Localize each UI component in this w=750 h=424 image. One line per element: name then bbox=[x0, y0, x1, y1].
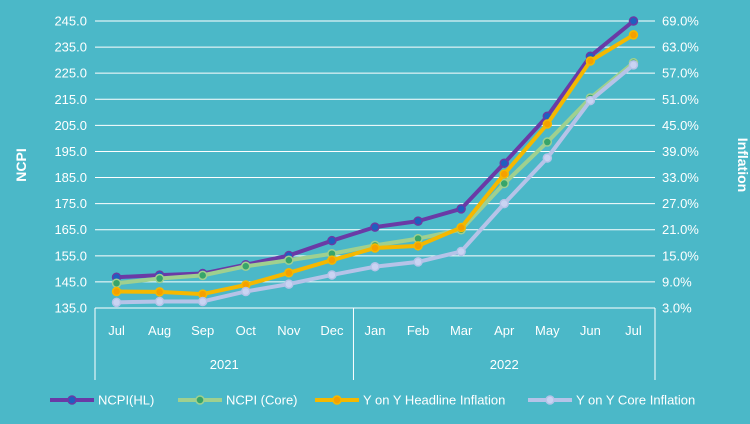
x-tick-label: Jul bbox=[108, 323, 125, 338]
data-point bbox=[456, 222, 466, 233]
y-right-tick-label: 15.0% bbox=[662, 248, 699, 263]
data-point bbox=[499, 158, 509, 168]
data-point bbox=[241, 286, 251, 297]
data-point bbox=[370, 222, 380, 232]
data-point bbox=[111, 286, 122, 297]
y-left-tick-label: 185.0 bbox=[54, 170, 87, 185]
legend-marker bbox=[195, 395, 205, 405]
data-point bbox=[585, 95, 596, 106]
legend-marker bbox=[545, 395, 555, 405]
y-right-tick-label: 57.0% bbox=[662, 66, 699, 81]
x-tick-label: Aug bbox=[148, 323, 171, 338]
legend-label: Y on Y Core Inflation bbox=[576, 393, 695, 408]
series-line bbox=[116, 33, 635, 297]
data-point bbox=[585, 56, 596, 66]
data-point bbox=[327, 270, 337, 280]
data-point bbox=[542, 153, 553, 163]
data-point bbox=[154, 273, 165, 284]
y-right-tick-label: 9.0% bbox=[662, 274, 692, 289]
data-point bbox=[327, 235, 337, 246]
data-point bbox=[413, 257, 423, 267]
legend-marker bbox=[332, 395, 342, 405]
y-axis-left-title: NCPI bbox=[13, 148, 29, 181]
data-point bbox=[284, 279, 294, 289]
legend-label: NCPI (Core) bbox=[226, 393, 298, 408]
series-group bbox=[111, 16, 639, 308]
grid-lines bbox=[95, 20, 655, 309]
legend-label: NCPI(HL) bbox=[98, 393, 154, 408]
data-point bbox=[197, 270, 208, 281]
legend-label: Y on Y Headline Inflation bbox=[363, 393, 505, 408]
year-label: 2022 bbox=[490, 357, 519, 372]
y-right-tick-label: 51.0% bbox=[662, 92, 699, 107]
x-tick-label: Dec bbox=[320, 323, 344, 338]
data-point bbox=[197, 296, 208, 307]
x-tick-label: Oct bbox=[236, 323, 257, 338]
y-right-tick-label: 27.0% bbox=[662, 196, 699, 211]
x-tick-label: Feb bbox=[407, 323, 429, 338]
y-axis-left: 135.0 145.0 155.0 165.0 175.0 185.0 195.0 205.0… bbox=[54, 14, 87, 316]
y-left-tick-label: 175.0 bbox=[54, 196, 87, 211]
data-point bbox=[628, 30, 639, 40]
data-point bbox=[111, 297, 122, 308]
data-point bbox=[628, 16, 639, 26]
legend-marker bbox=[67, 395, 77, 405]
data-point bbox=[542, 137, 553, 147]
y-left-tick-label: 215.0 bbox=[54, 92, 87, 107]
x-axis: Jul Aug Sep Oct Nov Dec Jan Feb Mar Apr May Jun Jul 2… bbox=[94, 308, 656, 380]
y-right-tick-label: 39.0% bbox=[662, 144, 699, 159]
data-point bbox=[542, 119, 553, 129]
y-left-tick-label: 135.0 bbox=[54, 301, 87, 316]
y-axis-right-title: Inflation bbox=[735, 138, 750, 192]
y-right-tick-label: 33.0% bbox=[662, 170, 699, 185]
data-point bbox=[413, 216, 423, 226]
y-left-tick-label: 195.0 bbox=[54, 144, 87, 159]
data-point bbox=[456, 204, 466, 214]
data-point bbox=[111, 278, 122, 288]
y-right-tick-label: 63.0% bbox=[662, 40, 699, 55]
data-point bbox=[370, 243, 380, 253]
y-left-tick-label: 155.0 bbox=[54, 248, 87, 263]
data-point bbox=[370, 261, 380, 272]
data-point bbox=[499, 169, 509, 179]
data-point bbox=[241, 261, 251, 272]
x-tick-label: Jan bbox=[365, 323, 386, 338]
year-label: 2021 bbox=[210, 357, 239, 372]
y-right-tick-label: 3.0% bbox=[662, 301, 692, 316]
x-tick-label: Apr bbox=[494, 323, 515, 338]
data-point bbox=[499, 198, 509, 209]
data-point bbox=[154, 287, 165, 297]
x-tick-label: Jun bbox=[580, 323, 601, 338]
y-left-tick-label: 245.0 bbox=[54, 14, 87, 29]
y-left-tick-label: 225.0 bbox=[54, 66, 87, 81]
y-left-tick-label: 165.0 bbox=[54, 222, 87, 237]
x-tick-label: Jul bbox=[625, 323, 642, 338]
y-right-tick-label: 69.0% bbox=[662, 14, 699, 29]
y-left-tick-label: 205.0 bbox=[54, 118, 87, 133]
data-point bbox=[499, 178, 509, 189]
data-point bbox=[154, 296, 165, 307]
y-axis-right: 3.0% 9.0% 15.0% 21.0% 27.0% 33.0% 39.0% 45.0% 51… bbox=[662, 14, 699, 316]
y-left-tick-label: 235.0 bbox=[54, 40, 87, 55]
legend: NCPI(HL) NCPI (Core) Y on Y Headline Infla… bbox=[50, 393, 695, 408]
data-point bbox=[628, 60, 639, 70]
y-right-tick-label: 45.0% bbox=[662, 118, 699, 133]
x-tick-label: Nov bbox=[277, 323, 301, 338]
data-point bbox=[284, 255, 294, 266]
data-point bbox=[284, 268, 294, 278]
y-left-tick-label: 145.0 bbox=[54, 274, 87, 289]
x-tick-label: May bbox=[535, 323, 560, 338]
data-point bbox=[327, 255, 337, 265]
x-tick-label: Sep bbox=[191, 323, 214, 338]
y-right-tick-label: 21.0% bbox=[662, 222, 699, 237]
data-point bbox=[456, 246, 466, 257]
data-point bbox=[413, 241, 423, 251]
x-tick-label: Mar bbox=[450, 323, 473, 338]
